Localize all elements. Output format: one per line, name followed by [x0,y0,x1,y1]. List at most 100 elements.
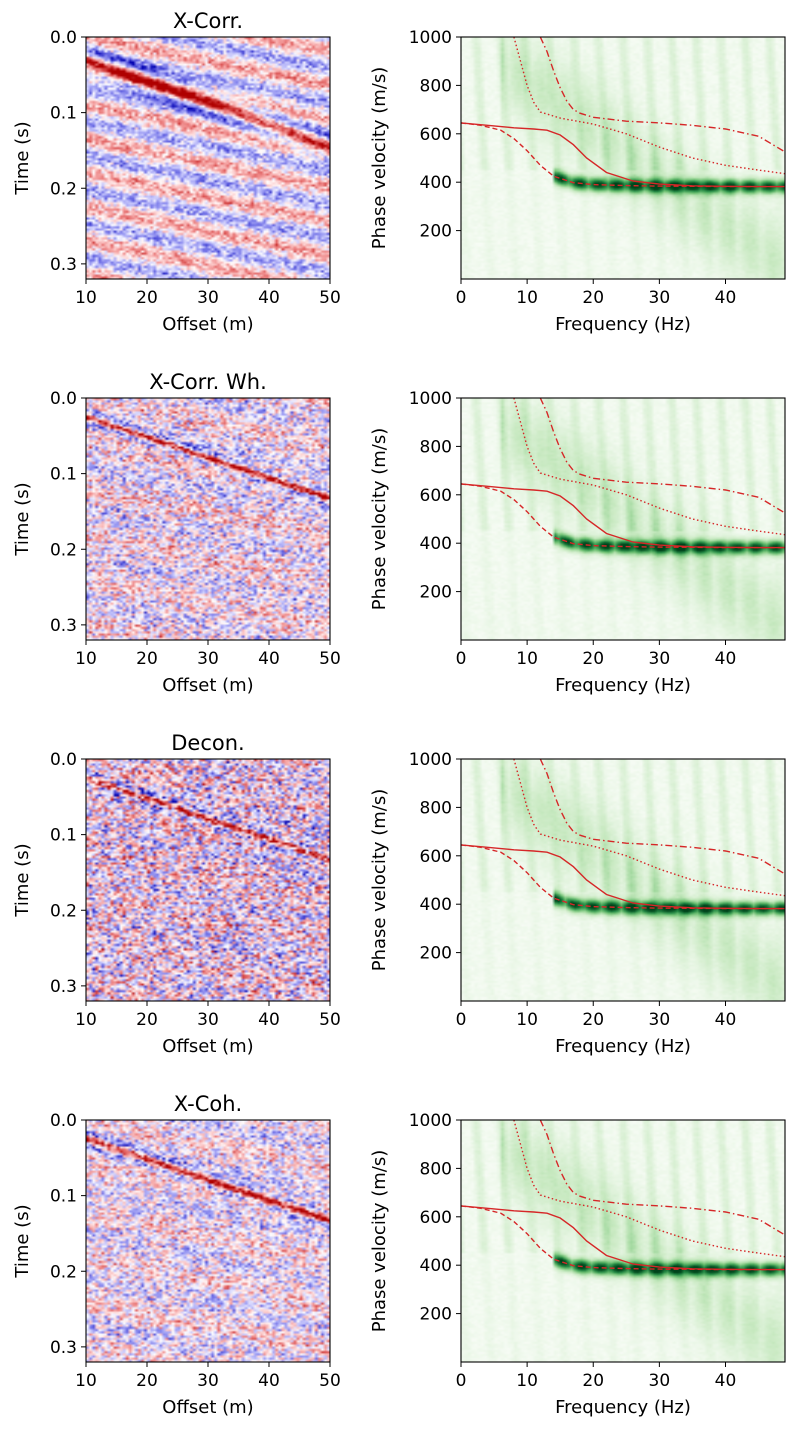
x-tick-label: 10 [516,1010,538,1030]
x-tick-label: 20 [582,288,604,308]
dispersion-image [461,1120,785,1362]
y-tick-label: 400 [420,534,452,554]
y-axis-label: Phase velocity (m/s) [369,1150,390,1333]
y-tick-label: 0.2 [50,179,77,199]
x-tick-label: 40 [715,1010,737,1030]
x-tick-label: 50 [319,1010,341,1030]
x-tick-label: 30 [197,1371,219,1391]
x-tick-label: 10 [516,649,538,669]
x-tick-label: 10 [75,1010,97,1030]
y-tick-label: 400 [420,1256,452,1276]
x-tick-label: 10 [75,1371,97,1391]
x-axis-label: Frequency (Hz) [555,1036,691,1057]
x-tick-label: 50 [319,1371,341,1391]
x-axis-label: Offset (m) [162,1036,253,1057]
dispersion-curve-dashed [461,122,785,188]
x-tick-label: 0 [456,649,467,669]
x-tick-label: 20 [136,649,158,669]
y-tick-label: 800 [420,798,452,818]
y-tick-label: 0.3 [50,977,77,997]
dispersion-curve-dotted [513,1120,785,1258]
dispersion-curve-dotted [513,759,785,897]
panel-title: Decon. [171,731,244,755]
x-tick-label: 40 [715,649,737,669]
x-axis-label: Offset (m) [162,675,253,696]
y-tick-label: 1000 [409,750,452,770]
y-tick-label: 0.2 [50,1262,77,1282]
x-tick-label: 20 [582,1010,604,1030]
x-tick-label: 20 [582,649,604,669]
panel-4: 0 10 20 30 40 200 400 600 800 1000 Frequency (Hz) P… [369,389,786,696]
x-tick-label: 20 [136,1371,158,1391]
x-tick-label: 40 [258,1010,280,1030]
panel-title: X-Corr. [173,9,243,33]
y-tick-label: 600 [420,486,452,506]
y-tick-label: 800 [420,1159,452,1179]
panel-title: X-Coh. [174,1092,242,1116]
x-tick-label: 20 [136,288,158,308]
x-tick-label: 20 [582,1371,604,1391]
x-tick-label: 30 [649,649,671,669]
y-tick-label: 600 [420,125,452,145]
plot-frame [460,1119,786,1363]
x-tick-label: 30 [649,1010,671,1030]
x-tick-label: 10 [75,288,97,308]
x-tick-label: 0 [456,1371,467,1391]
x-tick-label: 40 [258,649,280,669]
y-tick-label: 0.3 [50,1338,77,1358]
y-tick-label: 800 [420,76,452,96]
x-axis-label: Frequency (Hz) [555,1397,691,1418]
panel-5: 10 20 30 40 50 0.0 0.1 0.2 0.3 Offset (m) Time (s)… [12,731,341,1057]
y-tick-label: 200 [420,944,452,964]
x-tick-label: 10 [516,1371,538,1391]
x-tick-label: 40 [258,288,280,308]
panel-title: X-Corr. Wh. [149,370,267,394]
x-tick-label: 10 [516,288,538,308]
dispersion-curve-dashdot [539,759,785,875]
y-tick-label: 0.0 [50,28,77,48]
dispersion-image [461,37,785,279]
y-axis-label: Time (s) [12,121,33,195]
y-tick-label: 0.1 [50,1187,77,1207]
x-tick-label: 30 [197,649,219,669]
dispersion-image [461,398,785,640]
x-tick-label: 0 [456,288,467,308]
x-tick-label: 40 [715,288,737,308]
y-tick-label: 400 [420,173,452,193]
y-tick-label: 0.2 [50,540,77,560]
x-axis-label: Frequency (Hz) [555,675,691,696]
panel-6: 0 10 20 30 40 200 400 600 800 1000 Frequency (Hz) P… [369,750,786,1057]
panel-7: 10 20 30 40 50 0.0 0.1 0.2 0.3 Offset (m) Time (s)… [12,1092,341,1418]
y-tick-label: 0.2 [50,901,77,921]
x-tick-label: 30 [649,288,671,308]
x-tick-label: 40 [258,1371,280,1391]
y-tick-label: 200 [420,583,452,603]
dispersion-curve-dashed [461,844,785,910]
y-tick-label: 0.1 [50,104,77,124]
x-tick-label: 10 [75,649,97,669]
dispersion-curve-dashdot [539,1120,785,1236]
seismogram-image [86,37,330,279]
dispersion-curve-dashdot [539,37,785,153]
x-tick-label: 30 [197,288,219,308]
plot-frame [460,36,786,280]
panel-3: 10 20 30 40 50 0.0 0.1 0.2 0.3 Offset (m) Time (s)… [12,370,341,696]
plot-frame [460,758,786,1002]
y-axis-label: Phase velocity (m/s) [369,789,390,972]
y-tick-label: 0.3 [50,255,77,275]
y-tick-label: 600 [420,1208,452,1228]
y-axis-label: Time (s) [12,1204,33,1278]
dispersion-curve-dashdot [539,398,785,514]
seismogram-image [86,1120,330,1362]
x-axis-label: Offset (m) [162,314,253,335]
x-tick-label: 50 [319,288,341,308]
y-tick-label: 200 [420,222,452,242]
x-tick-label: 30 [649,1371,671,1391]
dispersion-curve-dashed [461,1205,785,1271]
y-axis-label: Time (s) [12,843,33,917]
x-axis-label: Offset (m) [162,1397,253,1418]
y-tick-label: 400 [420,895,452,915]
y-tick-label: 600 [420,847,452,867]
y-axis-label: Phase velocity (m/s) [369,67,390,250]
